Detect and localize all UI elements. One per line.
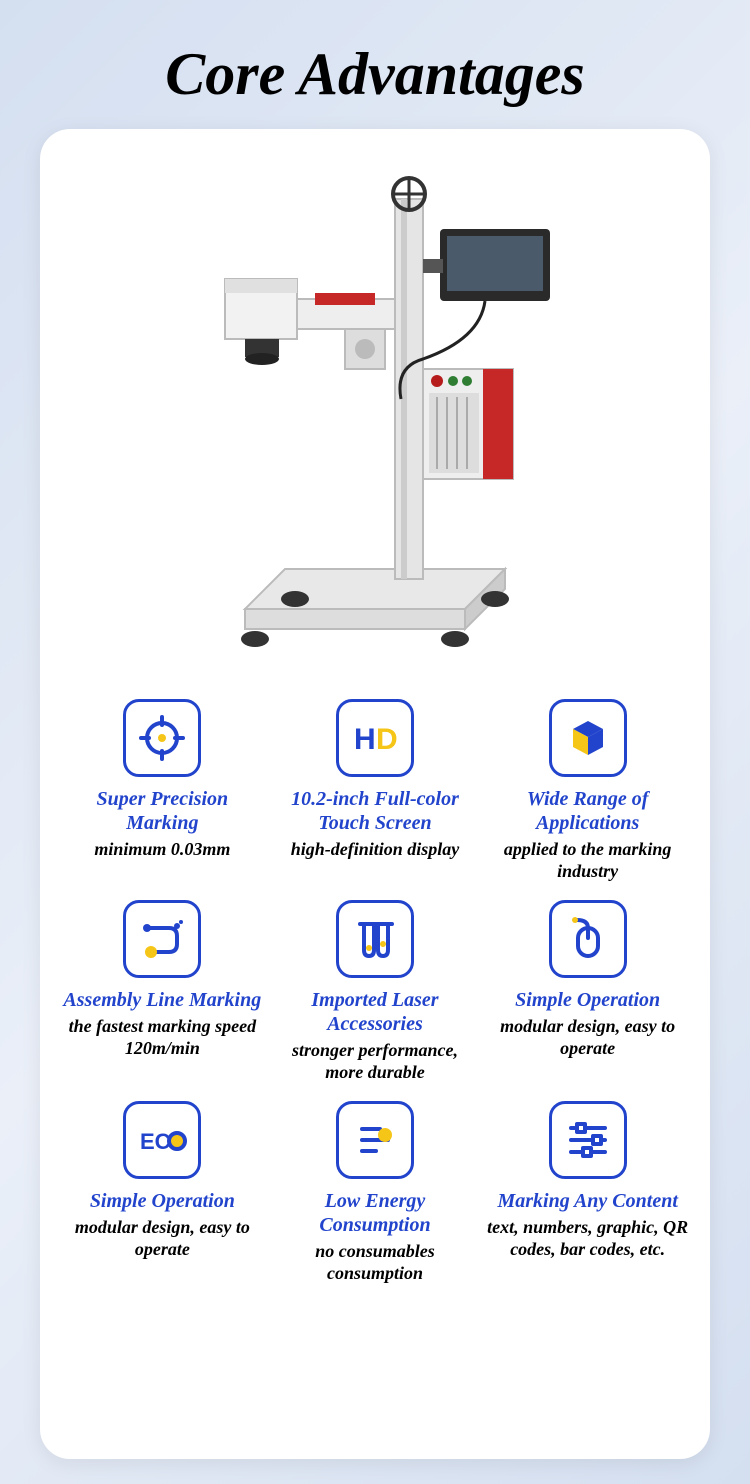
route-icon <box>123 900 201 978</box>
feature-desc: text, numbers, graphic, QR codes, bar co… <box>485 1217 690 1260</box>
svg-text:EC: EC <box>140 1129 171 1154</box>
feature-title: Marking Any Content <box>497 1189 677 1213</box>
svg-text:H: H <box>354 723 376 756</box>
feature-title: Wide Range of Applications <box>485 787 690 835</box>
feature-title: Simple Operation <box>90 1189 235 1213</box>
feature-item: Assembly Line Marking the fastest marking… <box>60 900 265 1083</box>
card: Super Precision Marking minimum 0.03mm HD 1… <box>40 129 710 1459</box>
feature-title: Simple Operation <box>515 988 660 1012</box>
feature-desc: applied to the marking industry <box>485 839 690 882</box>
feature-desc: minimum 0.03mm <box>94 839 230 861</box>
feature-desc: modular design, easy to operate <box>60 1217 265 1260</box>
mouse-icon <box>549 900 627 978</box>
feature-title: 10.2-inch Full-color Touch Screen <box>273 787 478 835</box>
feature-item: HD 10.2-inch Full-color Touch Screen high-… <box>273 699 478 882</box>
feature-item: Simple Operation modular design, easy to … <box>485 900 690 1083</box>
feature-title: Assembly Line Marking <box>63 988 261 1012</box>
feature-item: EC Simple Operation modular design, easy t… <box>60 1101 265 1284</box>
cube-icon <box>549 699 627 777</box>
svg-text:D: D <box>376 723 398 756</box>
feature-item: Imported Laser Accessoriesstronger perfo… <box>273 900 478 1083</box>
product-image <box>60 159 690 679</box>
feature-desc: modular design, easy to operate <box>485 1016 690 1059</box>
feature-item: Super Precision Marking minimum 0.03mm <box>60 699 265 882</box>
feature-title: Super Precision Marking <box>60 787 265 835</box>
tubes-icon <box>336 900 414 978</box>
energy-icon <box>336 1101 414 1179</box>
machine-illustration <box>165 169 585 669</box>
target-icon <box>123 699 201 777</box>
sliders-icon <box>549 1101 627 1179</box>
page-title: Core Advantages <box>0 0 750 129</box>
feature-desc: the fastest marking speed 120m/min <box>60 1016 265 1059</box>
feature-desc: high-definition display <box>291 839 460 861</box>
eco-icon: EC <box>123 1101 201 1179</box>
feature-item: Marking Any Content text, numbers, graphi… <box>485 1101 690 1284</box>
feature-item: Wide Range of Applicationsapplied to the… <box>485 699 690 882</box>
features-grid: Super Precision Marking minimum 0.03mm HD 1… <box>60 699 690 1285</box>
feature-desc: no consumables consumption <box>273 1241 478 1284</box>
hd-icon: HD <box>336 699 414 777</box>
feature-title: Low Energy Consumption <box>273 1189 478 1237</box>
feature-item: Low Energy Consumptionno consumables con… <box>273 1101 478 1284</box>
feature-title: Imported Laser Accessories <box>273 988 478 1036</box>
feature-desc: stronger performance, more durable <box>273 1040 478 1083</box>
